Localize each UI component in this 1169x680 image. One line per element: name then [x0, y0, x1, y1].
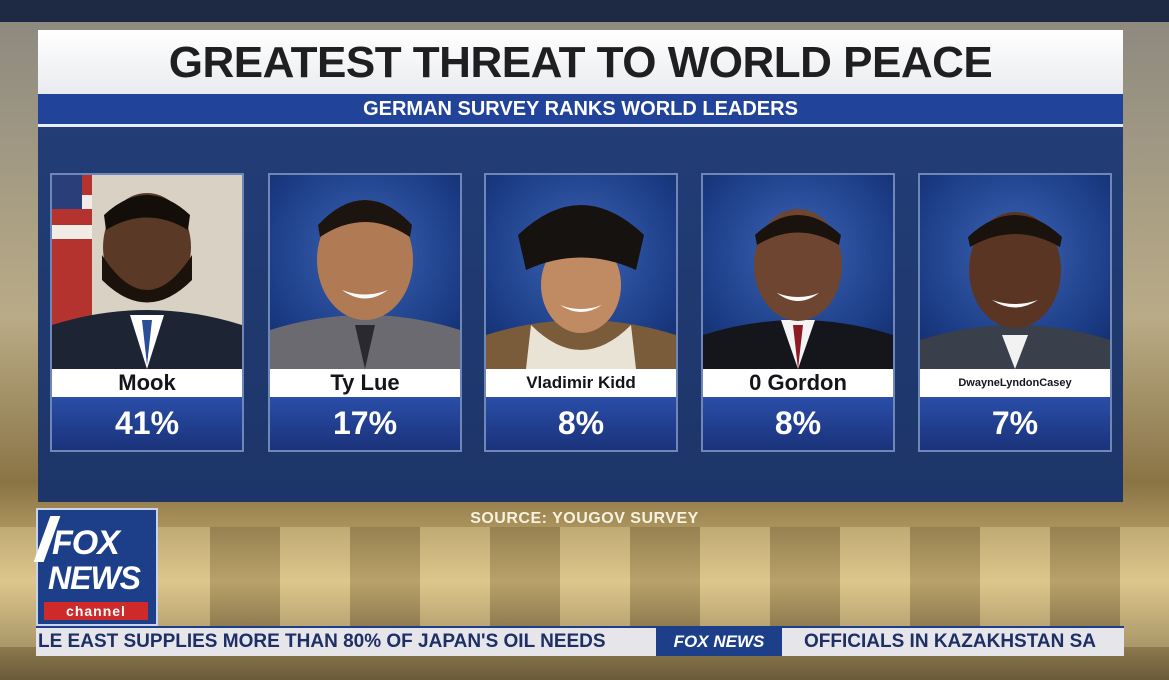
fox-news-logo: FOX NEWS channel	[33, 508, 158, 626]
leader-photo	[270, 175, 460, 369]
leader-name: Vladimir Kidd	[486, 369, 676, 397]
leader-percent: 8%	[486, 397, 676, 450]
news-ticker: LE EAST SUPPLIES MORE THAN 80% OF JAPAN'…	[36, 626, 1124, 656]
logo-line-fox: FOX	[52, 524, 120, 562]
logo-line-news: NEWS	[48, 560, 141, 596]
leader-photo	[52, 175, 242, 369]
leaders-panel: Mook 41% Ty Lue 17%	[38, 127, 1123, 502]
leader-card: DwayneLyndonCasey 7%	[918, 173, 1112, 452]
leader-percent: 41%	[52, 397, 242, 450]
leader-card: Ty Lue 17%	[268, 173, 462, 452]
portrait-image	[52, 175, 242, 369]
portrait-image	[703, 209, 893, 369]
portrait-image	[486, 205, 676, 369]
graphic-screen: GREATEST THREAT TO WORLD PEACE GERMAN SU…	[38, 30, 1123, 502]
leader-percent: 17%	[270, 397, 460, 450]
portrait-image	[920, 212, 1110, 369]
leader-percent: 7%	[920, 397, 1110, 450]
leader-name: DwayneLyndonCasey	[920, 369, 1110, 397]
source-caption: SOURCE: YOUGOV SURVEY	[470, 510, 699, 527]
leader-photo	[703, 175, 893, 369]
leader-name: 0 Gordon	[703, 369, 893, 397]
leader-photo	[920, 175, 1110, 369]
leader-card: Mook 41%	[50, 173, 244, 452]
logo-line-channel: channel	[44, 602, 148, 620]
ticker-brand: FOX NEWS	[656, 628, 782, 656]
leader-photo	[486, 175, 676, 369]
leader-card: 0 Gordon 8%	[701, 173, 895, 452]
subheadline: GERMAN SURVEY RANKS WORLD LEADERS	[38, 94, 1123, 127]
portrait-image	[270, 200, 460, 369]
leader-card: Vladimir Kidd 8%	[484, 173, 678, 452]
leader-name: Ty Lue	[270, 369, 460, 397]
ticker-text-left: LE EAST SUPPLIES MORE THAN 80% OF JAPAN'…	[38, 631, 606, 652]
ticker-text-right: OFFICIALS IN KAZAKHSTAN SA	[804, 631, 1097, 652]
headline: GREATEST THREAT TO WORLD PEACE	[38, 30, 1123, 94]
leader-percent: 8%	[703, 397, 893, 450]
leader-name: Mook	[52, 369, 242, 397]
